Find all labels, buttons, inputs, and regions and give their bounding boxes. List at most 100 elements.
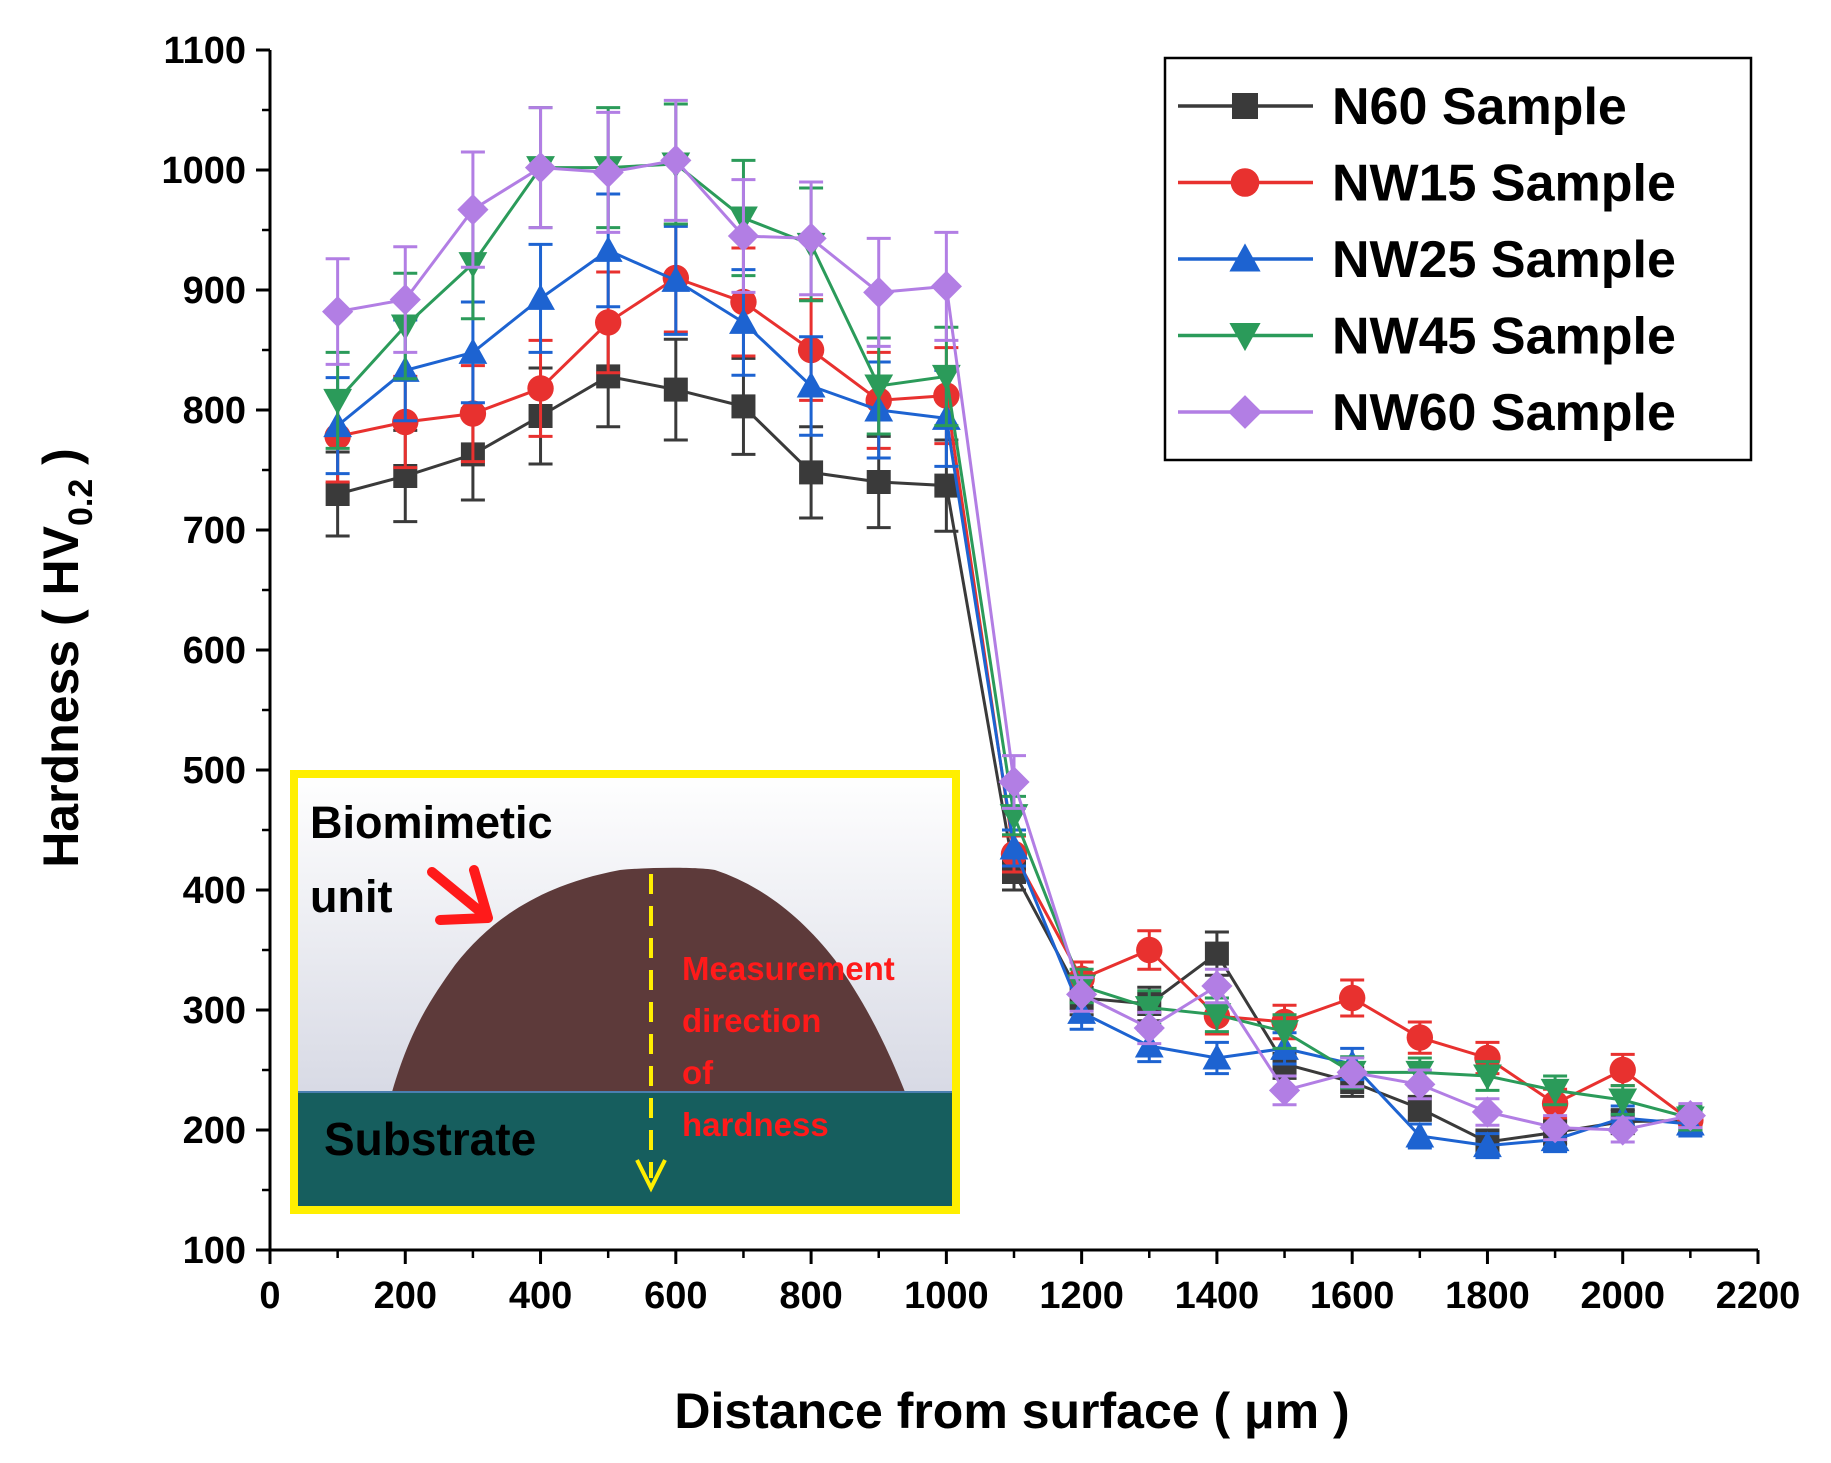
data-point [1336, 1056, 1368, 1088]
data-point [1404, 1068, 1436, 1100]
x-tick-label: 1000 [904, 1275, 989, 1317]
data-point [799, 460, 824, 485]
data-point [930, 270, 962, 302]
data-point [1471, 1096, 1504, 1128]
legend-marker [1230, 168, 1260, 197]
inset-measure-label-line1: Measurement [682, 950, 895, 987]
series-layer [322, 98, 1706, 1160]
unit-pointer-arrow [427, 865, 493, 925]
data-point [796, 371, 826, 398]
inset-measure-label-line4: hardness [682, 1106, 829, 1143]
x-tick-label: 200 [374, 1275, 437, 1317]
legend-entry: NW15 Sample [1178, 155, 1676, 213]
y-tick-label: 200 [183, 1110, 246, 1152]
data-point [322, 296, 354, 328]
data-point [323, 388, 353, 415]
y-axis-title-end: ) [33, 448, 89, 479]
data-point [594, 309, 622, 336]
y-tick-label: 500 [183, 750, 246, 792]
inset-measure-label-line2: direction [682, 1002, 821, 1039]
data-point [1338, 984, 1366, 1012]
measurement-arrowhead [635, 1159, 667, 1193]
legend-label: NW60 Sample [1332, 384, 1676, 442]
x-tick-label: 1600 [1310, 1275, 1395, 1317]
data-point [863, 276, 895, 308]
legend-entry: NW25 Sample [1178, 231, 1676, 289]
x-tick-label: 800 [779, 1275, 842, 1317]
data-point [1202, 1043, 1232, 1070]
x-tick-label: 1800 [1445, 1275, 1530, 1317]
data-point [795, 222, 827, 254]
inset-border [290, 770, 960, 1214]
data-point [526, 284, 555, 310]
data-point [458, 338, 488, 364]
substrate-block [294, 1092, 956, 1210]
data-point [1539, 1112, 1571, 1144]
data-point [592, 156, 624, 188]
y-tick-label: 300 [183, 990, 246, 1032]
data-point [389, 284, 421, 316]
data-point [663, 377, 688, 402]
y-tick-label: 900 [183, 270, 246, 312]
legend-marker [1228, 395, 1262, 429]
data-point [999, 804, 1029, 830]
data-point [731, 394, 756, 419]
legend-label: N60 Sample [1332, 78, 1627, 136]
data-point [457, 194, 489, 226]
legend-marker [1232, 93, 1258, 119]
data-point [1066, 978, 1098, 1010]
y-tick-label: 600 [183, 630, 246, 672]
data-point [325, 482, 350, 506]
data-point [1204, 941, 1229, 966]
inset-substrate-label: Substrate [324, 1113, 536, 1165]
data-point [998, 766, 1030, 798]
data-point [1270, 1020, 1299, 1046]
data-point [1473, 1131, 1502, 1158]
data-point [459, 400, 487, 427]
data-point [593, 236, 623, 262]
x-tick-label: 2000 [1580, 1275, 1665, 1317]
legend-entry: NW45 Sample [1178, 308, 1676, 366]
data-point [729, 308, 758, 334]
x-tick-label: 1400 [1175, 1275, 1260, 1317]
axes: 0 200 400 600 800 1000 1200 1400 1600 1800 2000 220… [161, 30, 1800, 1317]
data-point [931, 364, 961, 391]
data-point [1607, 1114, 1639, 1146]
data-point [727, 220, 760, 252]
legend-marker [1229, 323, 1261, 352]
data-point [1136, 936, 1163, 964]
data-point [527, 375, 554, 402]
data-point [660, 144, 692, 176]
inset-schematic: Biomimetic unit Measurement direction of… [290, 770, 960, 1214]
x-tick-label: 1200 [1039, 1275, 1124, 1317]
y-tick-label: 700 [183, 510, 246, 552]
legend-label: NW45 Sample [1332, 308, 1676, 366]
data-point [1202, 1003, 1232, 1030]
data-point [1473, 1064, 1502, 1091]
data-point [661, 266, 691, 292]
data-point [1406, 1024, 1434, 1051]
x-tick-label: 400 [509, 1275, 572, 1317]
x-tick-label: 2200 [1716, 1275, 1801, 1317]
data-point [1407, 1096, 1432, 1121]
data-point [524, 152, 557, 184]
inset-unit-label-line2: unit [310, 871, 392, 922]
data-point [1201, 970, 1233, 1002]
series-nw60-sample [322, 98, 1706, 1146]
legend-label: NW15 Sample [1332, 155, 1676, 213]
y-tick-label: 800 [183, 390, 246, 432]
data-point [999, 833, 1029, 860]
y-tick-label: 400 [183, 870, 246, 912]
legend-label: NW25 Sample [1332, 231, 1676, 289]
data-point [1133, 1012, 1165, 1044]
data-point [866, 470, 891, 494]
x-axis-title: Distance from surface ( μm ) [674, 1383, 1349, 1439]
y-axis-title: Hardness ( HV0.2 ) [33, 448, 100, 868]
legend: N60 Sample NW15 Sample NW25 Sample NW45 Sam… [1163, 56, 1753, 462]
legend-entry: NW60 Sample [1178, 384, 1676, 442]
data-point [864, 374, 894, 401]
data-point [1609, 1056, 1636, 1084]
x-tick-label: 600 [644, 1275, 707, 1317]
data-point [1405, 1121, 1435, 1148]
